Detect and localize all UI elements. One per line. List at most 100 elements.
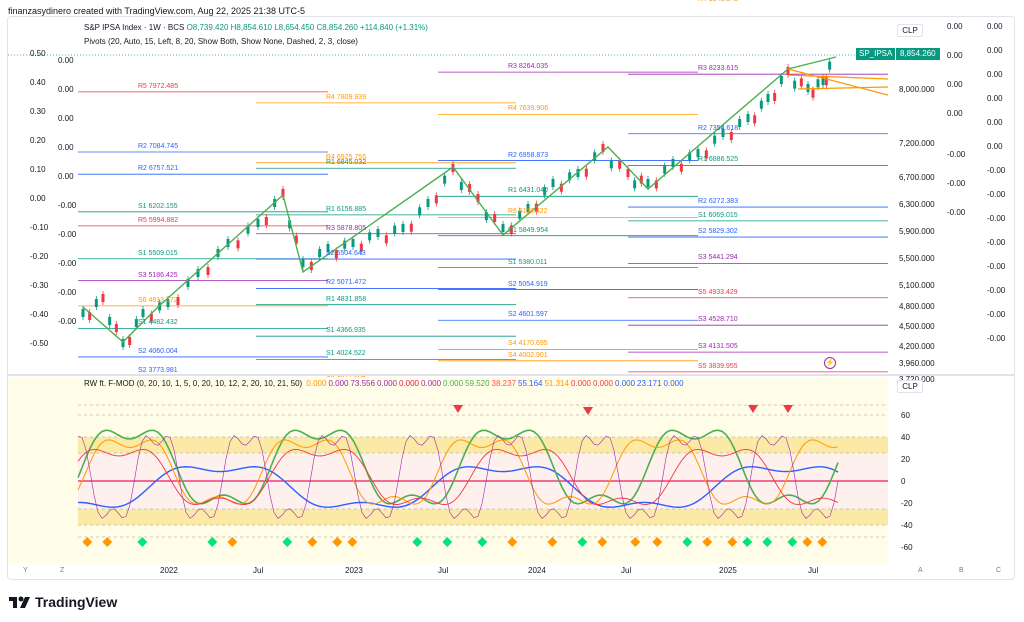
candle-body [738, 119, 742, 127]
candle-body [401, 224, 405, 232]
symbol-legend[interactable]: S&P IPSA Index · 1W · BCS O8,739.420 H8,… [84, 23, 428, 32]
axis-button-y[interactable]: Y [23, 567, 28, 574]
indicator-axis-label: -20 [901, 499, 913, 508]
pivot-label: S3 5186.425 [138, 271, 178, 279]
flash-icon[interactable]: ⚡ [824, 357, 836, 369]
price-pane[interactable] [8, 17, 888, 373]
indicator-line [77, 429, 839, 505]
currency-button[interactable]: CLP [897, 24, 923, 37]
indicator-legend[interactable]: RW ft. F-MOD (0, 20, 10, 1, 5, 0, 20, 10… [84, 379, 684, 388]
candle-body [443, 175, 447, 184]
candle-body [94, 299, 98, 307]
indicator-value: 0.000 [663, 379, 684, 388]
price-axis-label: 8,000.000 [899, 85, 935, 94]
pane-divider[interactable] [8, 374, 1014, 376]
sell-signal-marker [748, 405, 758, 413]
pivot-label: R6 6118.422 [508, 208, 548, 216]
indicator-line [77, 448, 839, 506]
pivot-label: R3 8264.035 [508, 63, 549, 71]
zigzag-path [82, 56, 837, 343]
price-axis-tertiary-label: 0.00 [987, 118, 1003, 127]
candle-body [746, 114, 750, 122]
price-axis-tertiary-label: -0.00 [987, 262, 1006, 271]
left-axis-label-2: 0.00 [58, 114, 74, 123]
indicator-value: 0.000 [592, 379, 614, 388]
price-chart-svg [8, 54, 888, 373]
candle-body [359, 243, 363, 252]
signal-marker [227, 537, 238, 547]
tradingview-logo[interactable]: TradingView [9, 594, 117, 610]
last-price-tag: 8,854.260 [896, 48, 940, 60]
candle-body [326, 244, 330, 252]
indicator-value: 0.000 [615, 379, 636, 388]
left-axis-label-2: 0.00 [58, 85, 74, 94]
price-axis-label: 6,300.000 [899, 200, 935, 210]
candle-body [176, 297, 180, 305]
price-axis-tertiary-label: 0.00 [987, 142, 1003, 151]
pivot-label: S1 6069.015 [698, 211, 738, 219]
left-axis-label: -0.30 [30, 281, 49, 290]
candle-body [799, 78, 803, 87]
candle-body [704, 150, 708, 159]
pivot-label: S2 4060.004 [138, 347, 178, 355]
candle-body [236, 240, 240, 249]
candle-body [149, 313, 153, 322]
candle-body [663, 165, 667, 174]
candle-body [713, 135, 717, 144]
axis-button-b[interactable]: B [959, 567, 964, 574]
candle-body [288, 220, 292, 229]
candle-body [559, 183, 563, 192]
pivots-legend[interactable]: Pivots (20, Auto, 15, Left, 8, 20, Show … [84, 37, 358, 46]
candle-body [526, 204, 530, 212]
time-axis[interactable]: 2022 Jul 2023 Jul 2024 Jul 2025 Jul [8, 563, 1014, 579]
indicator-currency-button[interactable]: CLP [897, 380, 923, 393]
pivot-label: R4 6925.755 [326, 153, 367, 161]
candle-body [186, 279, 190, 287]
pivot-label: S2 5504.643 [326, 250, 366, 258]
candle-body [246, 225, 250, 234]
signal-marker [787, 537, 798, 547]
indicator-axis[interactable]: 60 40 20 0 -20 -40 -60 [889, 377, 1015, 563]
candle-body [256, 219, 260, 227]
signal-marker [137, 537, 148, 547]
pivot-label: R1 5849.954 [508, 226, 549, 234]
pivot-label: S2 4601.597 [508, 311, 548, 319]
indicator-pane[interactable] [8, 377, 888, 563]
indicator-axis-label: -60 [901, 543, 913, 552]
sell-signal-marker [583, 407, 593, 415]
pivot-label: S1 4366.935 [326, 327, 366, 335]
pivot-label: S2 5829.302 [698, 228, 738, 236]
candle-body [646, 179, 650, 187]
candle-body [226, 239, 230, 247]
pivot-label: R2 6757.521 [138, 165, 179, 173]
price-axis[interactable]: 8,000.000 7,200.000 6,700.000 6,300.000 5,90… [889, 17, 1015, 384]
candle-body [393, 225, 397, 234]
indicator-axis-label: 60 [901, 411, 910, 420]
candle-body [459, 182, 463, 190]
price-axis-secondary-label: -0.00 [947, 208, 966, 217]
price-axis-label: 3,720.000 [899, 375, 935, 384]
time-axis-label: 2024 [528, 566, 546, 575]
candlestick-series [81, 58, 832, 350]
pivot-label: S2 3773.981 [138, 367, 178, 375]
axis-button-a[interactable]: A [918, 567, 923, 574]
price-axis-secondary-label: -0.00 [947, 179, 966, 188]
candle-body [779, 76, 783, 84]
pivot-label: S4 4002.901 [508, 351, 548, 359]
axis-button-c[interactable]: C [996, 567, 1002, 574]
indicator-value: 38.237 [491, 379, 517, 388]
sell-signal-marker [453, 405, 463, 413]
pivot-label: S2 5054.919 [508, 280, 548, 288]
symbol-price-tag: SP_IPSA [856, 48, 896, 60]
axis-button-z[interactable]: Z [60, 567, 65, 574]
pivot-label: S5 4933.429 [698, 288, 738, 296]
time-axis-label: 2022 [160, 566, 178, 575]
price-axis-tertiary-label: -0.00 [987, 166, 1006, 175]
candle-body [828, 61, 832, 70]
indicator-value: 0.000 [421, 379, 442, 388]
price-axis-label: 6,700.000 [899, 173, 935, 183]
indicator-values: 0.000 0.000 73.556 0.000 0.000 0.000 0.000 59.5… [304, 379, 683, 388]
signal-marker [282, 537, 293, 547]
left-axis-label-2: -0.00 [58, 259, 77, 268]
indicator-axis-label: 20 [901, 455, 910, 464]
